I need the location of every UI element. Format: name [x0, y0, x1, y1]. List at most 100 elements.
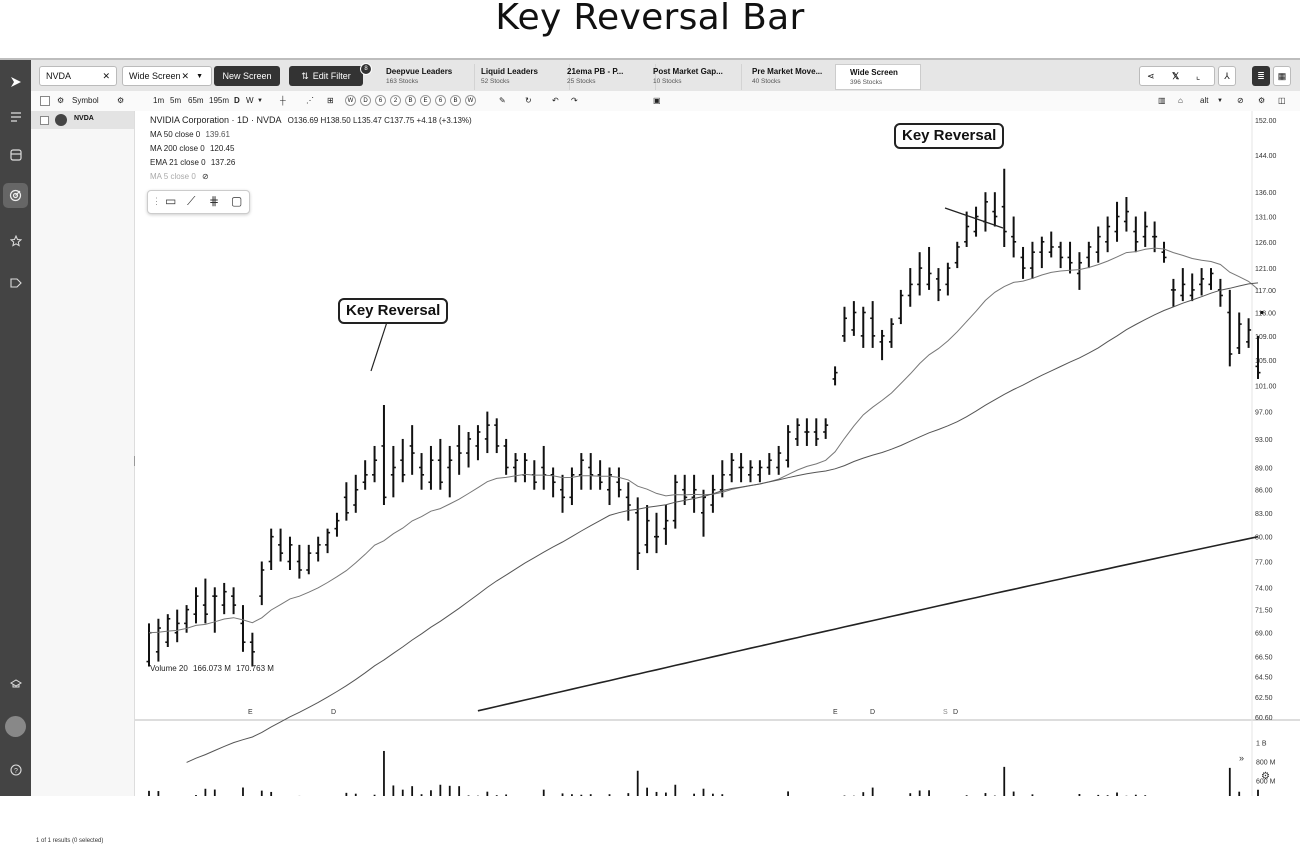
- layout-split-icon[interactable]: ▥: [1158, 96, 1166, 105]
- gear-icon[interactable]: ⚙: [57, 96, 65, 105]
- screen-tab-name: Wide Screen: [850, 68, 898, 77]
- tag-icon[interactable]: [6, 273, 25, 292]
- new-screen-label: New Screen: [222, 71, 272, 81]
- screen-tab-3[interactable]: 21ema PB - P... 25 Stocks: [561, 64, 656, 90]
- price-tick-label: 64.50: [1255, 675, 1273, 682]
- settings-icon[interactable]: ⚙: [117, 96, 125, 105]
- screen-tab-4[interactable]: Post Market Gap... 10 Stocks: [647, 64, 742, 90]
- overlay-toggle-6[interactable]: 6: [375, 95, 386, 106]
- symbol-column-label[interactable]: Symbol: [72, 96, 99, 105]
- close-icon[interactable]: ✕: [102, 70, 110, 81]
- timeframe-65m[interactable]: 65m: [188, 96, 204, 105]
- price-tick-label: 74.00: [1255, 585, 1273, 592]
- filter-icon: ⇅: [301, 70, 309, 81]
- chart-area[interactable]: 152.00 144.00 136.00 131.00 126.00 121.00 117.…: [135, 111, 1300, 796]
- scroll-right-icon[interactable]: »: [1239, 753, 1245, 763]
- folder-icon[interactable]: ⌂: [1178, 96, 1183, 105]
- overlay-toggle-w2[interactable]: W: [465, 95, 476, 106]
- x-icon[interactable]: 𝕏: [1172, 70, 1180, 81]
- pencil-icon[interactable]: ✎: [499, 96, 506, 105]
- settings-gear-icon[interactable]: ⚙: [1261, 771, 1270, 782]
- edit-filter-label: Edit Filter: [312, 71, 351, 81]
- drag-handle-icon[interactable]: ⋮: [152, 196, 161, 206]
- ema21-legend[interactable]: EMA 21 close 0 137.26: [150, 158, 235, 167]
- last-price-marker: [1260, 310, 1264, 315]
- chevron-down-icon[interactable]: ▼: [257, 98, 263, 104]
- new-screen-button[interactable]: New Screen: [214, 66, 280, 86]
- zoom-icon[interactable]: ⊘: [1237, 96, 1244, 105]
- screen-tab-2[interactable]: Liquid Leaders 52 Stocks: [475, 64, 570, 90]
- grid-view-icon[interactable]: ▦: [1273, 66, 1291, 86]
- price-tick-label: 126.00: [1255, 240, 1277, 247]
- settings-gear-icon[interactable]: ⚙: [1258, 96, 1266, 105]
- price-tick-label: 97.00: [1255, 410, 1273, 417]
- redo-icon[interactable]: ↷: [571, 96, 578, 105]
- trendline-tool-icon[interactable]: ⟋: [187, 194, 196, 208]
- event-marker: D: [331, 709, 336, 716]
- screen-tab-1[interactable]: Deepvue Leaders 163 Stocks: [380, 64, 475, 90]
- watchlist-panel: NVDA: [31, 111, 139, 796]
- refresh-icon[interactable]: ↻: [525, 96, 532, 105]
- overlay-toggle-e[interactable]: E: [420, 95, 431, 106]
- ma5-legend[interactable]: MA 5 close 0 ⊘: [150, 172, 209, 181]
- calendar-icon[interactable]: ▣: [653, 96, 661, 105]
- radar-icon[interactable]: [3, 183, 28, 208]
- price-tick-label: 93.00: [1255, 437, 1273, 444]
- chart-toolbar: ⚙ Symbol ⚙ 1m 5m 65m 195m D W ▼ ┼ ⋰ ⊞ W …: [31, 91, 1300, 112]
- comment-tool-icon[interactable]: ▢: [231, 194, 243, 208]
- timeframe-1m[interactable]: 1m: [153, 96, 165, 105]
- overlay-toggle-w[interactable]: W: [345, 95, 356, 106]
- share-icon[interactable]: ⋖: [1147, 70, 1155, 81]
- overlay-toggle-2[interactable]: 2: [390, 95, 401, 106]
- symbol-search-input[interactable]: NVDA ✕: [39, 66, 117, 86]
- rectangle-tool-icon[interactable]: ▭: [165, 194, 177, 208]
- bars-style-icon[interactable]: ┼: [280, 96, 286, 105]
- undo-icon[interactable]: ↶: [552, 96, 559, 105]
- help-icon[interactable]: ?: [6, 760, 25, 779]
- screen-tab-count: 40 Stocks: [752, 78, 781, 85]
- watchlist-symbol: NVDA: [74, 115, 94, 122]
- screen-tab-6[interactable]: Wide Screen 396 Stocks: [835, 64, 921, 90]
- list-view-icon[interactable]: ≣: [1252, 66, 1270, 86]
- alt-select[interactable]: alt: [1200, 96, 1209, 105]
- overlay-toggle-6b[interactable]: 6: [435, 95, 446, 106]
- ma200-label: MA 200 close 0: [150, 144, 205, 153]
- timeframe-195m[interactable]: 195m: [209, 96, 230, 105]
- close-icon[interactable]: ✕: [181, 70, 189, 81]
- timeframe-5m[interactable]: 5m: [170, 96, 182, 105]
- overlay-toggle-d[interactable]: D: [360, 95, 371, 106]
- menu-icon[interactable]: [6, 107, 25, 126]
- ma200-legend[interactable]: MA 200 close 0 120.45: [150, 144, 234, 153]
- chevron-down-icon[interactable]: ▼: [196, 72, 203, 80]
- ma50-legend[interactable]: MA 50 close 0 139.61: [150, 130, 230, 139]
- fib-tool-icon[interactable]: ⋕: [209, 194, 220, 208]
- indicators-icon[interactable]: ⋰: [306, 96, 314, 105]
- star-icon[interactable]: [6, 231, 25, 250]
- page-title: Key Reversal Bar: [495, 0, 805, 38]
- tools-icon[interactable]: ⅄: [1218, 66, 1236, 86]
- hidden-eye-icon[interactable]: ⊘: [202, 172, 209, 181]
- row-checkbox[interactable]: [40, 116, 49, 125]
- key-reversal-callout-1: Key Reversal: [338, 298, 449, 324]
- avatar[interactable]: [5, 716, 26, 737]
- logo-icon[interactable]: [6, 72, 25, 91]
- watchlist-row[interactable]: NVDA: [31, 111, 134, 129]
- overlay-toggle-b[interactable]: B: [405, 95, 416, 106]
- hat-icon[interactable]: [6, 674, 25, 693]
- edit-filter-button[interactable]: ⇅ Edit Filter: [289, 66, 363, 86]
- camera-icon[interactable]: ◫: [1278, 96, 1286, 105]
- overlay-toggle-b2[interactable]: B: [450, 95, 461, 106]
- timeframe-w[interactable]: W: [246, 96, 254, 105]
- screener-icon[interactable]: [6, 145, 25, 164]
- chart-icon[interactable]: ⌞: [1196, 70, 1201, 81]
- chevron-down-icon[interactable]: ▼: [1217, 98, 1223, 104]
- ohlc-readout: O136.69 H138.50 L135.47 C137.75 +4.18 (+…: [287, 116, 472, 125]
- timeframe-d[interactable]: D: [234, 96, 240, 105]
- screen-select[interactable]: Wide Screen ✕ ▼: [122, 66, 212, 86]
- select-all-checkbox[interactable]: [40, 96, 50, 106]
- screen-tab-count: 10 Stocks: [653, 78, 682, 85]
- layout-icon[interactable]: ⊞: [327, 96, 334, 105]
- price-tick-label: 83.00: [1255, 511, 1273, 518]
- screen-tab-5[interactable]: Pre Market Move... 40 Stocks: [746, 64, 841, 90]
- price-tick-label: 69.00: [1255, 631, 1273, 638]
